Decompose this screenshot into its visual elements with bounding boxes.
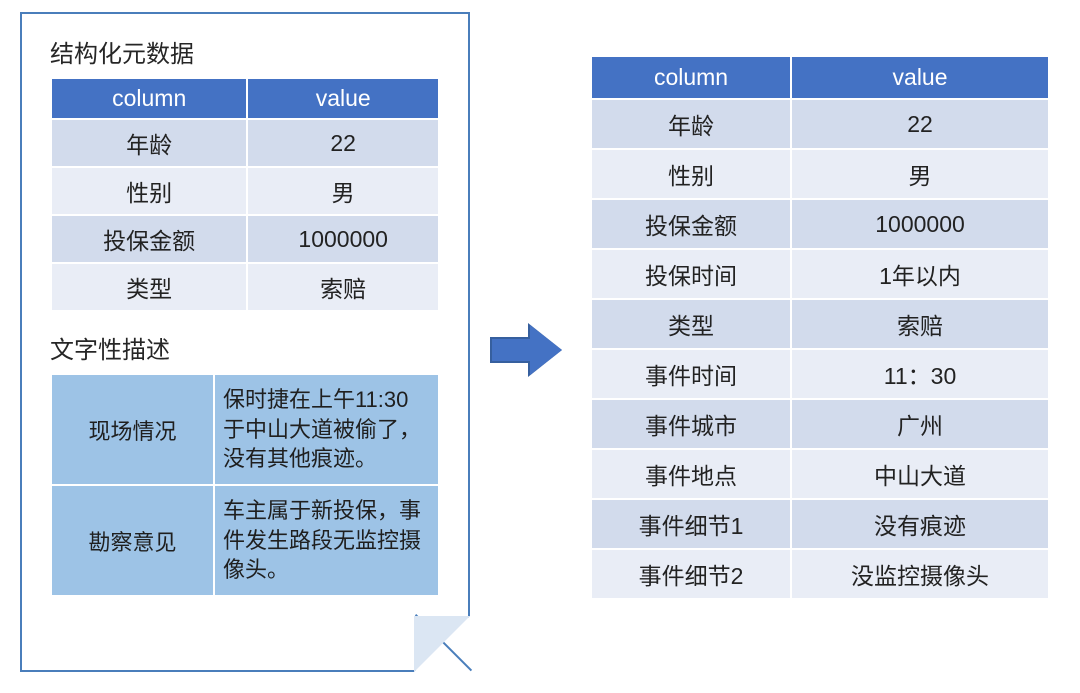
result-table: column value 年龄22 性别男 投保金额1000000 投保时间1年… (590, 55, 1050, 600)
result-cell: 年龄 (591, 99, 791, 149)
description-table: 现场情况 保时捷在上午11:30于中山大道被偷了，没有其他痕迹。 勘察意见 车主… (50, 373, 440, 597)
result-cell: 1000000 (791, 199, 1049, 249)
result-cell: 没监控摄像头 (791, 549, 1049, 599)
result-cell: 事件城市 (591, 399, 791, 449)
meta-cell: 男 (247, 167, 439, 215)
table-row: 投保金额 1000000 (51, 215, 439, 263)
table-row: 投保时间1年以内 (591, 249, 1049, 299)
result-cell: 中山大道 (791, 449, 1049, 499)
result-cell: 没有痕迹 (791, 499, 1049, 549)
result-cell: 事件地点 (591, 449, 791, 499)
diagram-canvas: 结构化元数据 column value 年龄 22 性别 男 投保金额 (0, 0, 1080, 693)
result-panel: column value 年龄22 性别男 投保金额1000000 投保时间1年… (590, 55, 1050, 600)
metadata-table: column value 年龄 22 性别 男 投保金额 1000000 (50, 77, 440, 312)
result-cell: 性别 (591, 149, 791, 199)
result-cell: 22 (791, 99, 1049, 149)
result-cell: 11：30 (791, 349, 1049, 399)
result-cell: 事件时间 (591, 349, 791, 399)
result-cell: 男 (791, 149, 1049, 199)
table-row: 现场情况 保时捷在上午11:30于中山大道被偷了，没有其他痕迹。 (51, 374, 439, 485)
meta-cell: 索赔 (247, 263, 439, 311)
result-cell: 投保金额 (591, 199, 791, 249)
desc-value: 保时捷在上午11:30于中山大道被偷了，没有其他痕迹。 (214, 374, 439, 485)
table-row: 投保金额1000000 (591, 199, 1049, 249)
table-row: 性别男 (591, 149, 1049, 199)
table-row: 事件细节1没有痕迹 (591, 499, 1049, 549)
meta-cell: 性别 (51, 167, 247, 215)
table-row: 年龄 22 (51, 119, 439, 167)
desc-section-title: 文字性描述 (50, 330, 440, 365)
table-row: 类型索赔 (591, 299, 1049, 349)
meta-section-title: 结构化元数据 (50, 34, 440, 69)
result-header-column: column (591, 56, 791, 99)
table-row: 事件细节2没监控摄像头 (591, 549, 1049, 599)
table-row: 勘察意见 车主属于新投保，事件发生路段无监控摄像头。 (51, 485, 439, 596)
meta-cell: 年龄 (51, 119, 247, 167)
transform-arrow-icon (490, 325, 570, 375)
arrow-head (530, 325, 562, 375)
table-row: 事件地点中山大道 (591, 449, 1049, 499)
meta-cell: 1000000 (247, 215, 439, 263)
result-cell: 事件细节2 (591, 549, 791, 599)
desc-label: 勘察意见 (51, 485, 214, 596)
result-cell: 广州 (791, 399, 1049, 449)
result-header-value: value (791, 56, 1049, 99)
table-row: 事件城市广州 (591, 399, 1049, 449)
arrow-shaft (490, 337, 530, 363)
page-fold-icon (414, 616, 470, 672)
table-row: 年龄22 (591, 99, 1049, 149)
meta-header-value: value (247, 78, 439, 119)
result-cell: 类型 (591, 299, 791, 349)
meta-cell: 类型 (51, 263, 247, 311)
meta-cell: 22 (247, 119, 439, 167)
result-cell: 投保时间 (591, 249, 791, 299)
table-row: 性别 男 (51, 167, 439, 215)
meta-cell: 投保金额 (51, 215, 247, 263)
meta-header-column: column (51, 78, 247, 119)
desc-label: 现场情况 (51, 374, 214, 485)
result-cell: 1年以内 (791, 249, 1049, 299)
source-document-panel: 结构化元数据 column value 年龄 22 性别 男 投保金额 (20, 12, 470, 672)
table-row: 事件时间11：30 (591, 349, 1049, 399)
result-cell: 事件细节1 (591, 499, 791, 549)
desc-value: 车主属于新投保，事件发生路段无监控摄像头。 (214, 485, 439, 596)
table-row: 类型 索赔 (51, 263, 439, 311)
result-cell: 索赔 (791, 299, 1049, 349)
